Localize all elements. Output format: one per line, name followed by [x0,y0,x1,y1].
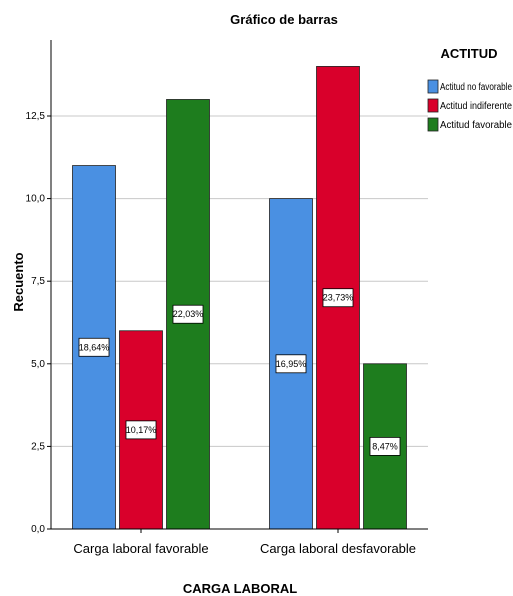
data-label: 23,73% [323,293,354,303]
y-axis-ticks: 0,0 2,5 5,0 7,5 10,0 12,5 [26,111,51,535]
x-axis-title: CARGA LABORAL [183,581,297,596]
data-label-box [369,436,401,456]
data-label: 8,47% [372,441,398,451]
data-label-box [172,304,204,324]
x-category-label: Carga laboral favorable [73,541,208,556]
y-tick-label: 0,0 [31,524,45,535]
y-tick-label: 10,0 [26,194,46,205]
legend: Actitud no favorable Actitud indiferente A… [427,79,512,132]
x-category-label: Carga laboral desfavorable [260,541,416,556]
data-label-box [125,420,157,440]
legend-swatch [427,79,439,94]
data-label-box [322,288,354,308]
bars: 18,64% 10,17% 22,03% 16,95% 23,73% 8,47% [72,66,407,530]
data-label-box [78,337,110,357]
y-tick-label: 7,5 [31,276,45,287]
y-tick-label: 12,5 [26,111,46,122]
legend-swatch [427,98,439,113]
legend-label: Actitud indiferente [440,101,512,112]
data-label: 22,03% [173,309,204,319]
data-label: 10,17% [126,425,157,435]
category-labels: Carga laboral favorable Carga laboral des… [73,529,416,556]
y-axis-title: Recuento [11,252,26,311]
y-tick-label: 5,0 [31,359,45,370]
data-label-box [275,354,307,374]
legend-label: Actitud favorable [440,120,512,131]
legend-label: Actitud no favorable [440,82,512,93]
y-tick-label: 2,5 [31,441,45,452]
legend-swatch [427,117,439,132]
chart-title: Gráfico de barras [230,12,338,27]
legend-title: ACTITUD [440,46,497,61]
data-label: 18,64% [79,342,110,352]
data-label: 16,95% [276,359,307,369]
